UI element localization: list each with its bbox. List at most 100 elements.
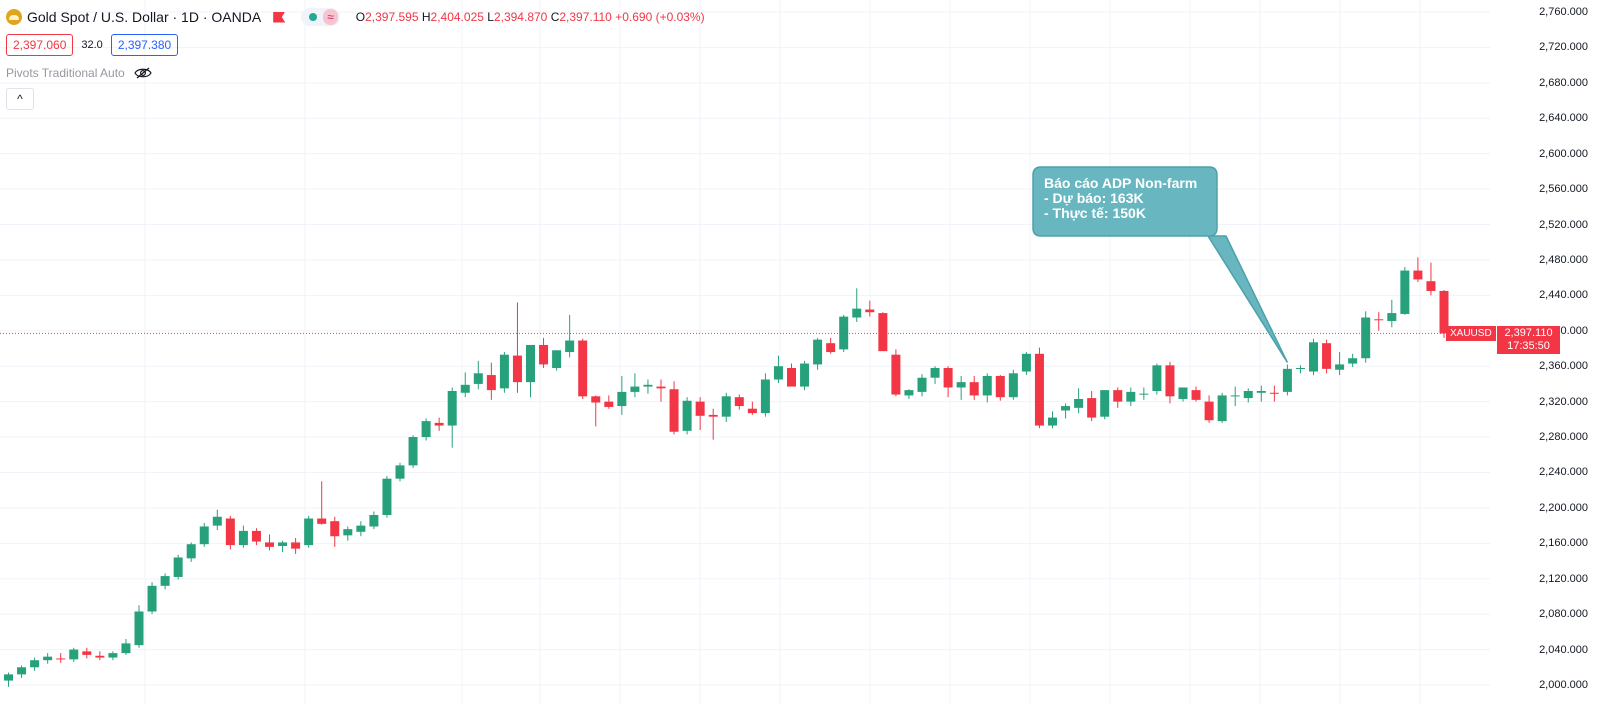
candle-body	[408, 437, 418, 466]
price-tick-label: 2,240.000	[1539, 466, 1588, 479]
candle-body	[43, 656, 53, 661]
candle-body	[238, 530, 248, 546]
close-value: 2,397.110	[559, 10, 612, 24]
candle-body	[1387, 313, 1397, 322]
candle-body	[1322, 343, 1332, 369]
last-price-tag: 2,397.110 17:35:50	[1497, 326, 1560, 355]
candle-body	[1048, 417, 1057, 426]
candle-body	[891, 354, 901, 395]
candle-body	[186, 544, 196, 559]
candle-body	[591, 396, 601, 403]
gold-symbol-icon	[6, 9, 22, 25]
candle-body	[421, 421, 431, 438]
candle-body	[773, 366, 783, 380]
candle-body	[1165, 365, 1175, 397]
candle-body	[1309, 342, 1318, 372]
price-tick-label: 2,120.000	[1539, 572, 1588, 585]
price-tick-label: 2,280.000	[1539, 431, 1588, 444]
legend-title-row: Gold Spot / U.S. Dollar · 1D · OANDA ≈ O…	[6, 6, 705, 28]
candle-body	[82, 651, 92, 655]
candle-body	[1113, 390, 1123, 402]
candle-body	[330, 521, 340, 537]
price-tick-label: 2,200.000	[1539, 501, 1588, 514]
candle-body	[1061, 406, 1071, 411]
price-tick-label: 2,440.000	[1539, 289, 1588, 302]
flag-icon[interactable]	[273, 11, 286, 23]
sell-button[interactable]: 2,397.060	[6, 34, 74, 56]
candle-body	[356, 525, 366, 532]
annotation-text: Báo cáo ADP Non-farm - Dự báo: 163K - Th…	[1044, 176, 1197, 221]
symbol-tag: XAUUSD	[1446, 326, 1496, 342]
price-tick-label: 2,040.000	[1539, 643, 1588, 656]
candle-body	[1400, 270, 1410, 314]
market-status-pill[interactable]: ≈	[301, 8, 340, 26]
candle-body	[173, 557, 183, 577]
candle-body	[251, 530, 261, 542]
price-tick-label: 2,480.000	[1539, 253, 1588, 266]
candle-body	[669, 389, 679, 432]
candle-body	[917, 377, 927, 392]
market-open-dot-icon	[309, 13, 318, 21]
price-tick-label: 2,760.000	[1539, 6, 1588, 18]
candle-body	[199, 526, 209, 545]
candle-body	[1256, 391, 1266, 393]
candle-body	[539, 344, 549, 365]
candle-body	[486, 375, 496, 391]
open-label: O	[355, 10, 366, 24]
candle-body	[1152, 365, 1162, 392]
eye-off-icon[interactable]	[134, 67, 152, 79]
candle-body	[682, 400, 692, 431]
candle-body	[721, 396, 731, 417]
buy-button[interactable]: 2,397.380	[110, 34, 179, 56]
candle-body	[1282, 368, 1292, 392]
collapse-legend-button[interactable]: ^	[6, 88, 34, 110]
candle-body	[134, 611, 144, 646]
candle-body	[878, 313, 888, 352]
legend: Gold Spot / U.S. Dollar · 1D · OANDA ≈ O…	[6, 6, 705, 110]
wave-icon: ≈	[323, 9, 338, 25]
candle-body	[760, 379, 770, 414]
annotation-line-1: Báo cáo ADP Non-farm	[1044, 175, 1198, 191]
price-tick-label: 2,080.000	[1539, 608, 1588, 621]
candle-body	[1191, 390, 1201, 400]
spread-value: 32.0	[81, 39, 103, 51]
candle-body	[1204, 401, 1214, 421]
indicator-name[interactable]: Pivots Traditional Auto	[6, 66, 125, 80]
candle-body	[1008, 373, 1018, 398]
candle-body	[1295, 367, 1305, 369]
candle-body	[604, 401, 614, 407]
candle-body	[382, 478, 392, 515]
candle-body	[630, 386, 640, 392]
open-value: 2,397.595	[365, 10, 419, 24]
candle-body	[1178, 387, 1188, 399]
trade-row: 2,397.060 32.0 2,397.380	[6, 34, 705, 56]
candle-body	[56, 658, 66, 660]
annotation-line-2: - Dự báo: 163K	[1044, 190, 1144, 206]
candle-body	[995, 375, 1005, 398]
candle-body	[617, 391, 627, 407]
candle-body	[95, 655, 105, 658]
candle-body	[499, 354, 509, 389]
candle-body	[852, 308, 862, 318]
candle-body	[826, 343, 836, 353]
symbol-title[interactable]: Gold Spot / U.S. Dollar · 1D · OANDA	[27, 9, 262, 25]
annotation-callout[interactable]	[1032, 166, 1289, 363]
candle-body	[865, 309, 875, 313]
candle-body	[1335, 364, 1345, 370]
candle-body	[265, 542, 274, 547]
candle-body	[930, 367, 940, 378]
candle-body	[1139, 393, 1149, 395]
candle-body	[578, 340, 588, 397]
candle-body	[956, 382, 966, 388]
price-tick-label: 2,360.000	[1539, 360, 1588, 373]
change-value: +0.690 (+0.03%)	[615, 10, 705, 24]
candle-body	[1217, 395, 1227, 422]
price-tick-label: 2,160.000	[1539, 537, 1588, 550]
last-price-value: 2,397.110	[1504, 327, 1553, 340]
indicator-row[interactable]: Pivots Traditional Auto	[6, 66, 705, 80]
candle-body	[1413, 270, 1423, 280]
price-tick-label: 2,720.000	[1539, 41, 1588, 54]
candle-body	[1087, 398, 1097, 418]
chart-grid	[0, 0, 1490, 705]
